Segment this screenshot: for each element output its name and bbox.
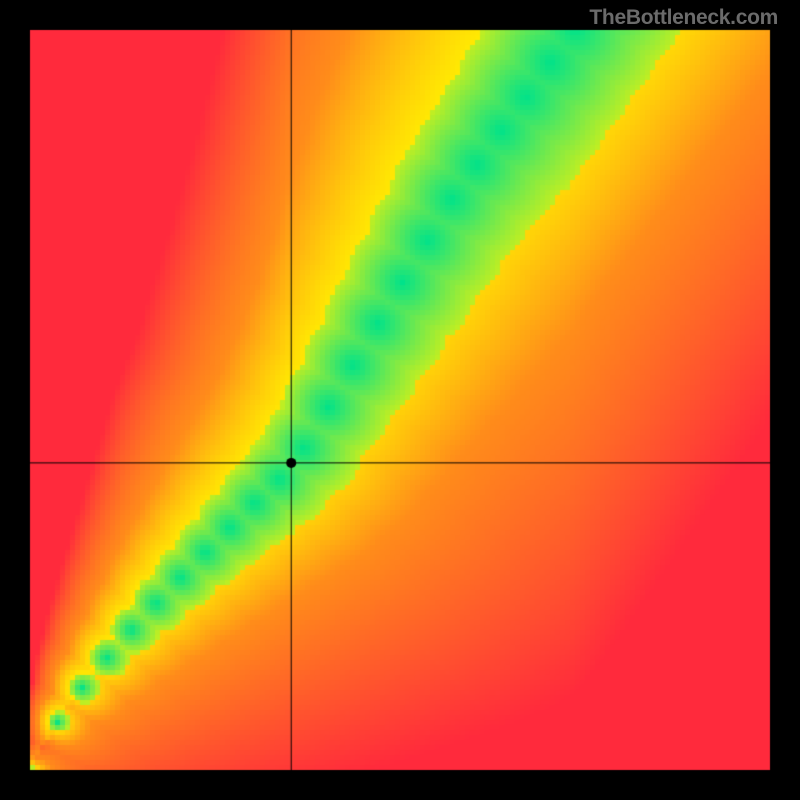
watermark-text: TheBottleneck.com	[589, 6, 778, 30]
bottleneck-heatmap-canvas	[0, 0, 800, 800]
chart-container: TheBottleneck.com	[0, 0, 800, 800]
